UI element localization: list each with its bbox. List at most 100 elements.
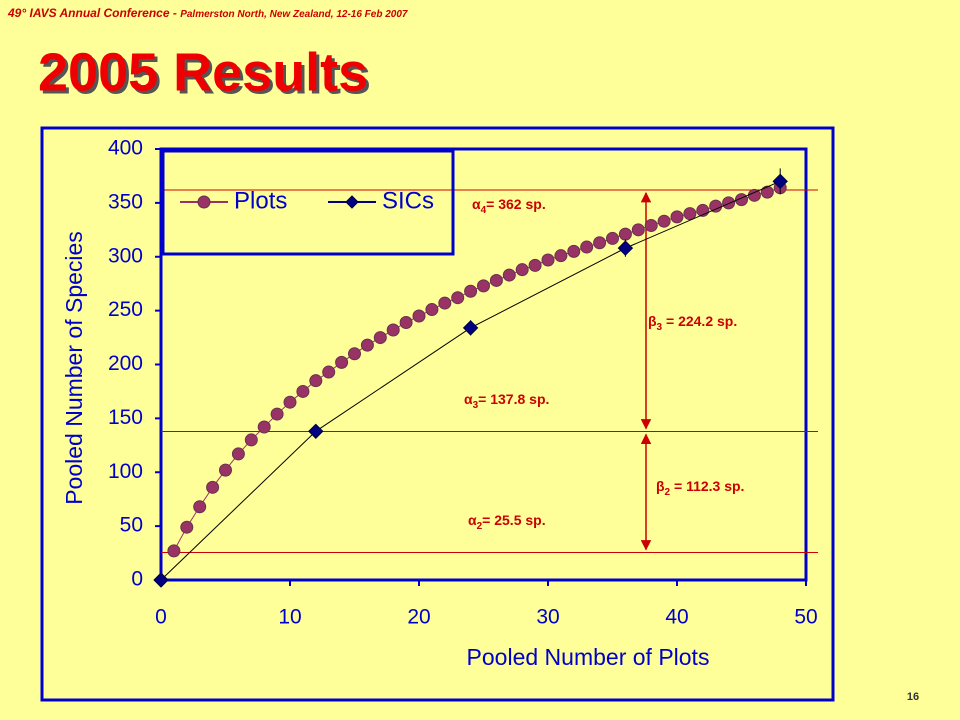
annotation-subscript: 2 bbox=[477, 521, 483, 532]
annotation: α4= 362 sp. bbox=[472, 196, 546, 216]
annotation-subscript: 3 bbox=[657, 322, 663, 333]
point bbox=[335, 355, 349, 369]
point bbox=[617, 240, 634, 256]
chart-frame bbox=[40, 126, 835, 702]
point bbox=[438, 296, 452, 310]
annotation-subscript: 3 bbox=[473, 400, 479, 411]
point bbox=[657, 214, 671, 228]
annotation-subscript: 2 bbox=[665, 487, 671, 498]
point bbox=[244, 433, 258, 447]
annotation: α3= 137.8 sp. bbox=[464, 391, 549, 411]
point bbox=[322, 365, 336, 379]
legend-label: SICs bbox=[382, 187, 434, 214]
conference: 49° IAVS Annual Conference - bbox=[7, 6, 177, 20]
point bbox=[193, 500, 207, 514]
point bbox=[709, 199, 723, 213]
point bbox=[541, 253, 555, 267]
point bbox=[722, 196, 736, 210]
point bbox=[283, 395, 297, 409]
point bbox=[644, 219, 658, 233]
annotation: α2= 25.5 sp. bbox=[468, 512, 546, 532]
annotation-text: = 224.2 sp. bbox=[662, 313, 737, 329]
point bbox=[425, 303, 439, 317]
point bbox=[257, 420, 271, 434]
point bbox=[760, 185, 774, 199]
y-tick-label: 250 bbox=[108, 298, 143, 321]
point bbox=[360, 338, 374, 352]
point bbox=[580, 240, 594, 254]
series-line bbox=[173, 187, 781, 552]
annotation: β3 = 224.2 sp. bbox=[648, 313, 737, 333]
x-tick-label: 50 bbox=[794, 606, 817, 629]
point bbox=[296, 384, 310, 398]
y-tick-label: 400 bbox=[108, 137, 143, 160]
point bbox=[489, 273, 503, 287]
y-tick-label: 50 bbox=[120, 514, 143, 537]
point bbox=[477, 279, 490, 293]
point bbox=[670, 210, 684, 224]
annotation-text: = 137.8 sp. bbox=[478, 391, 549, 407]
point bbox=[231, 447, 245, 461]
x-tick-label: 20 bbox=[407, 606, 430, 629]
legend-marker bbox=[197, 195, 211, 209]
point bbox=[593, 236, 607, 250]
annotation: β2 = 112.3 sp. bbox=[656, 478, 744, 498]
point bbox=[567, 244, 581, 258]
point bbox=[462, 320, 479, 336]
y-tick-label: 150 bbox=[108, 406, 143, 429]
y-tick-label: 100 bbox=[108, 460, 143, 483]
point bbox=[554, 249, 568, 263]
legend-label: Plots bbox=[234, 187, 287, 214]
annotation-subscript: 4 bbox=[481, 205, 487, 216]
point bbox=[502, 268, 516, 282]
slide-title: 2005 Results bbox=[38, 42, 368, 102]
point bbox=[206, 480, 220, 494]
legend-box bbox=[161, 149, 455, 256]
point bbox=[528, 258, 542, 272]
point bbox=[270, 407, 284, 421]
point bbox=[515, 263, 529, 277]
annotation-symbol: β bbox=[648, 313, 657, 329]
annotation-symbol: α bbox=[472, 196, 481, 212]
x-axis-label: Pooled Number of Plots bbox=[467, 644, 710, 670]
point bbox=[399, 315, 413, 329]
x-tick-label: 0 bbox=[155, 606, 167, 629]
y-tick-label: 350 bbox=[108, 190, 143, 213]
annotation-text: = 112.3 sp. bbox=[670, 478, 744, 494]
point bbox=[180, 520, 194, 534]
point bbox=[683, 207, 697, 221]
point bbox=[618, 227, 632, 241]
y-tick-label: 200 bbox=[108, 352, 143, 375]
header: 49° IAVS Annual Conference - Palmerston … bbox=[7, 6, 408, 20]
point bbox=[309, 374, 323, 388]
title-shadow: 2005 Results bbox=[41, 45, 371, 105]
point bbox=[348, 347, 361, 361]
page-number: 16 bbox=[907, 691, 919, 703]
y-tick-label: 300 bbox=[108, 244, 143, 267]
y-axis-label: Pooled Number of Species bbox=[61, 231, 87, 505]
annotation-symbol: α bbox=[464, 391, 473, 407]
point bbox=[219, 463, 232, 477]
point bbox=[451, 291, 465, 305]
point bbox=[412, 309, 426, 323]
point bbox=[631, 223, 645, 237]
point bbox=[386, 323, 400, 337]
annotation-symbol: β bbox=[656, 478, 665, 494]
annotation-text: = 25.5 sp. bbox=[482, 512, 545, 528]
point bbox=[167, 544, 181, 558]
location: Palmerston North, New Zealand, 12-16 Feb… bbox=[180, 9, 408, 20]
annotation-symbol: α bbox=[468, 512, 477, 528]
point bbox=[772, 173, 788, 190]
point bbox=[606, 231, 619, 245]
annotation-text: = 362 sp. bbox=[486, 196, 546, 212]
y-tick-label: 0 bbox=[131, 568, 143, 591]
point bbox=[153, 572, 169, 588]
x-tick-label: 10 bbox=[278, 606, 301, 629]
point bbox=[373, 331, 387, 345]
legend-marker bbox=[345, 195, 359, 209]
x-tick-label: 30 bbox=[536, 606, 559, 629]
point bbox=[464, 284, 478, 298]
x-tick-label: 40 bbox=[665, 606, 688, 629]
